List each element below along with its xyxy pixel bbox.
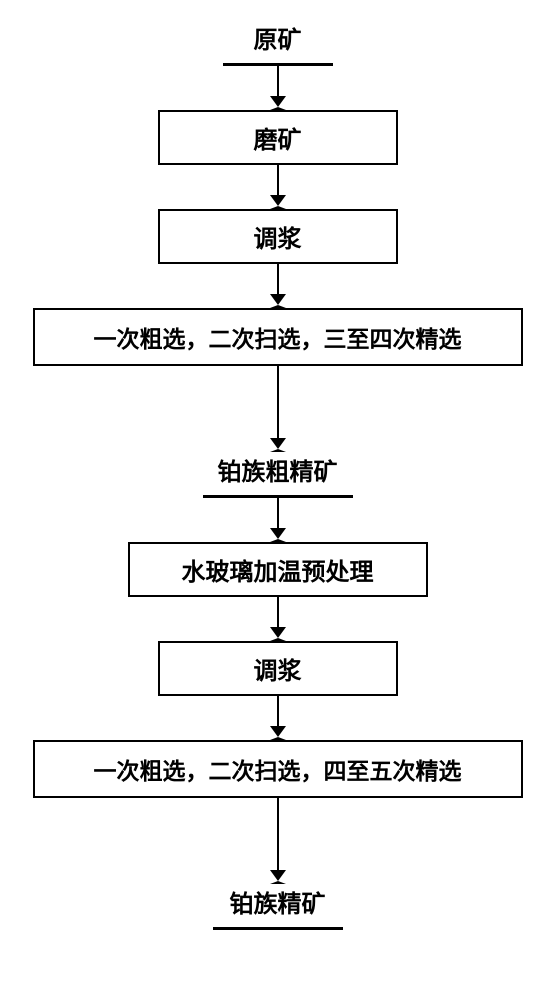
flow-box: 一次粗选，二次扫选，三至四次精选 <box>33 308 523 366</box>
arrow <box>270 264 286 308</box>
arrow <box>270 798 286 884</box>
arrow-head-icon <box>270 294 286 308</box>
arrow <box>270 498 286 542</box>
flow-box-text: 一次粗选，二次扫选，三至四次精选 <box>94 320 462 354</box>
flowchart-container: 原矿磨矿调浆一次粗选，二次扫选，三至四次精选铂族粗精矿水玻璃加温预处理调浆一次粗… <box>0 0 555 930</box>
flow-box-text: 调浆 <box>254 651 302 686</box>
arrow-head-icon <box>270 438 286 452</box>
flow-label-text: 原矿 <box>223 20 333 66</box>
arrow-head-icon <box>270 627 286 641</box>
flow-label-text: 铂族粗精矿 <box>203 452 353 498</box>
arrow-line <box>277 264 279 294</box>
arrow-line <box>277 498 279 528</box>
flow-label: 铂族粗精矿 <box>203 452 353 498</box>
arrow-line <box>277 366 279 438</box>
flow-box-text: 调浆 <box>254 219 302 254</box>
arrow-line <box>277 66 279 96</box>
arrow-line <box>277 696 279 726</box>
flow-box-text: 一次粗选，二次扫选，四至五次精选 <box>94 752 462 786</box>
flow-label: 铂族精矿 <box>213 884 343 930</box>
flow-box: 水玻璃加温预处理 <box>128 542 428 597</box>
arrow-head-icon <box>270 96 286 110</box>
flow-box-text: 磨矿 <box>254 120 302 155</box>
flow-box: 调浆 <box>158 641 398 696</box>
flow-box: 磨矿 <box>158 110 398 165</box>
arrow-line <box>277 798 279 870</box>
arrow-head-icon <box>270 528 286 542</box>
arrow-line <box>277 165 279 195</box>
arrow-head-icon <box>270 726 286 740</box>
arrow-line <box>277 597 279 627</box>
arrow <box>270 696 286 740</box>
arrow-head-icon <box>270 195 286 209</box>
flow-label-text: 铂族精矿 <box>213 884 343 930</box>
flow-box: 调浆 <box>158 209 398 264</box>
arrow <box>270 597 286 641</box>
flow-box-text: 水玻璃加温预处理 <box>182 552 374 587</box>
flow-label: 原矿 <box>223 20 333 66</box>
flow-box: 一次粗选，二次扫选，四至五次精选 <box>33 740 523 798</box>
arrow <box>270 165 286 209</box>
arrow <box>270 366 286 452</box>
arrow-head-icon <box>270 870 286 884</box>
arrow <box>270 66 286 110</box>
